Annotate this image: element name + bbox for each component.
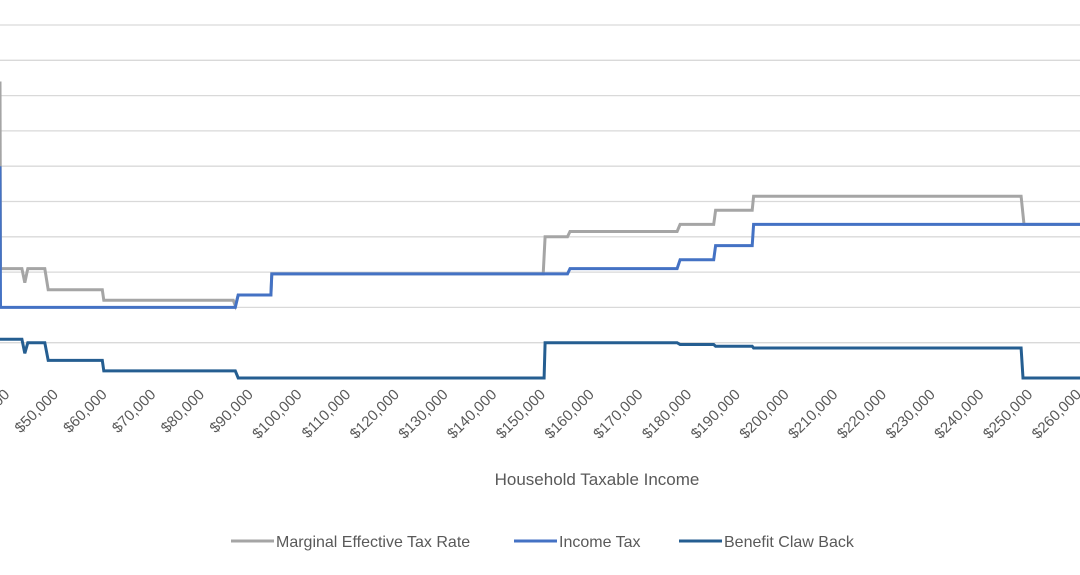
- x-tick-label: $220,000: [834, 386, 890, 442]
- x-tick-label: $90,000: [206, 386, 256, 436]
- legend-label: Marginal Effective Tax Rate: [276, 534, 470, 551]
- x-tick-label: $40,000: [0, 386, 13, 436]
- x-tick-label: $120,000: [347, 386, 403, 442]
- series-line-2: [0, 166, 1080, 309]
- legend: Marginal Effective Tax Rate Income Tax Ben…: [231, 534, 855, 551]
- gridlines: [0, 24, 1080, 344]
- x-tick-label: $80,000: [158, 386, 208, 436]
- x-tick-label: $60,000: [60, 386, 110, 436]
- x-tick-label: $180,000: [639, 386, 695, 442]
- legend-label: Benefit Claw Back: [724, 534, 855, 551]
- x-axis-title: Household Taxable Income: [495, 470, 700, 489]
- x-tick-label: $230,000: [882, 386, 938, 442]
- x-tick-label: $50,000: [12, 386, 62, 436]
- x-tick-label: $70,000: [109, 386, 159, 436]
- x-tick-label: $100,000: [249, 386, 305, 442]
- x-tick-label: $110,000: [299, 386, 354, 441]
- series-line-3: [0, 337, 1080, 380]
- x-axis-tick-labels: $40,000$50,000$60,000$70,000$80,000$90,0…: [0, 386, 1080, 442]
- x-tick-label: $140,000: [444, 386, 500, 442]
- x-tick-label: $240,000: [931, 386, 987, 442]
- x-tick-label: $170,000: [590, 386, 646, 442]
- x-tick-label: $210,000: [785, 386, 841, 442]
- x-tick-label: $150,000: [493, 386, 549, 442]
- x-tick-label: $190,000: [688, 386, 744, 442]
- x-tick-label: $260,000: [1029, 386, 1080, 442]
- series-layer: [0, 81, 1080, 380]
- x-tick-label: $200,000: [736, 386, 792, 442]
- x-tick-label: $250,000: [980, 386, 1036, 442]
- legend-label: Income Tax: [559, 534, 641, 551]
- x-tick-label: $130,000: [395, 386, 451, 442]
- x-tick-label: $160,000: [541, 386, 597, 442]
